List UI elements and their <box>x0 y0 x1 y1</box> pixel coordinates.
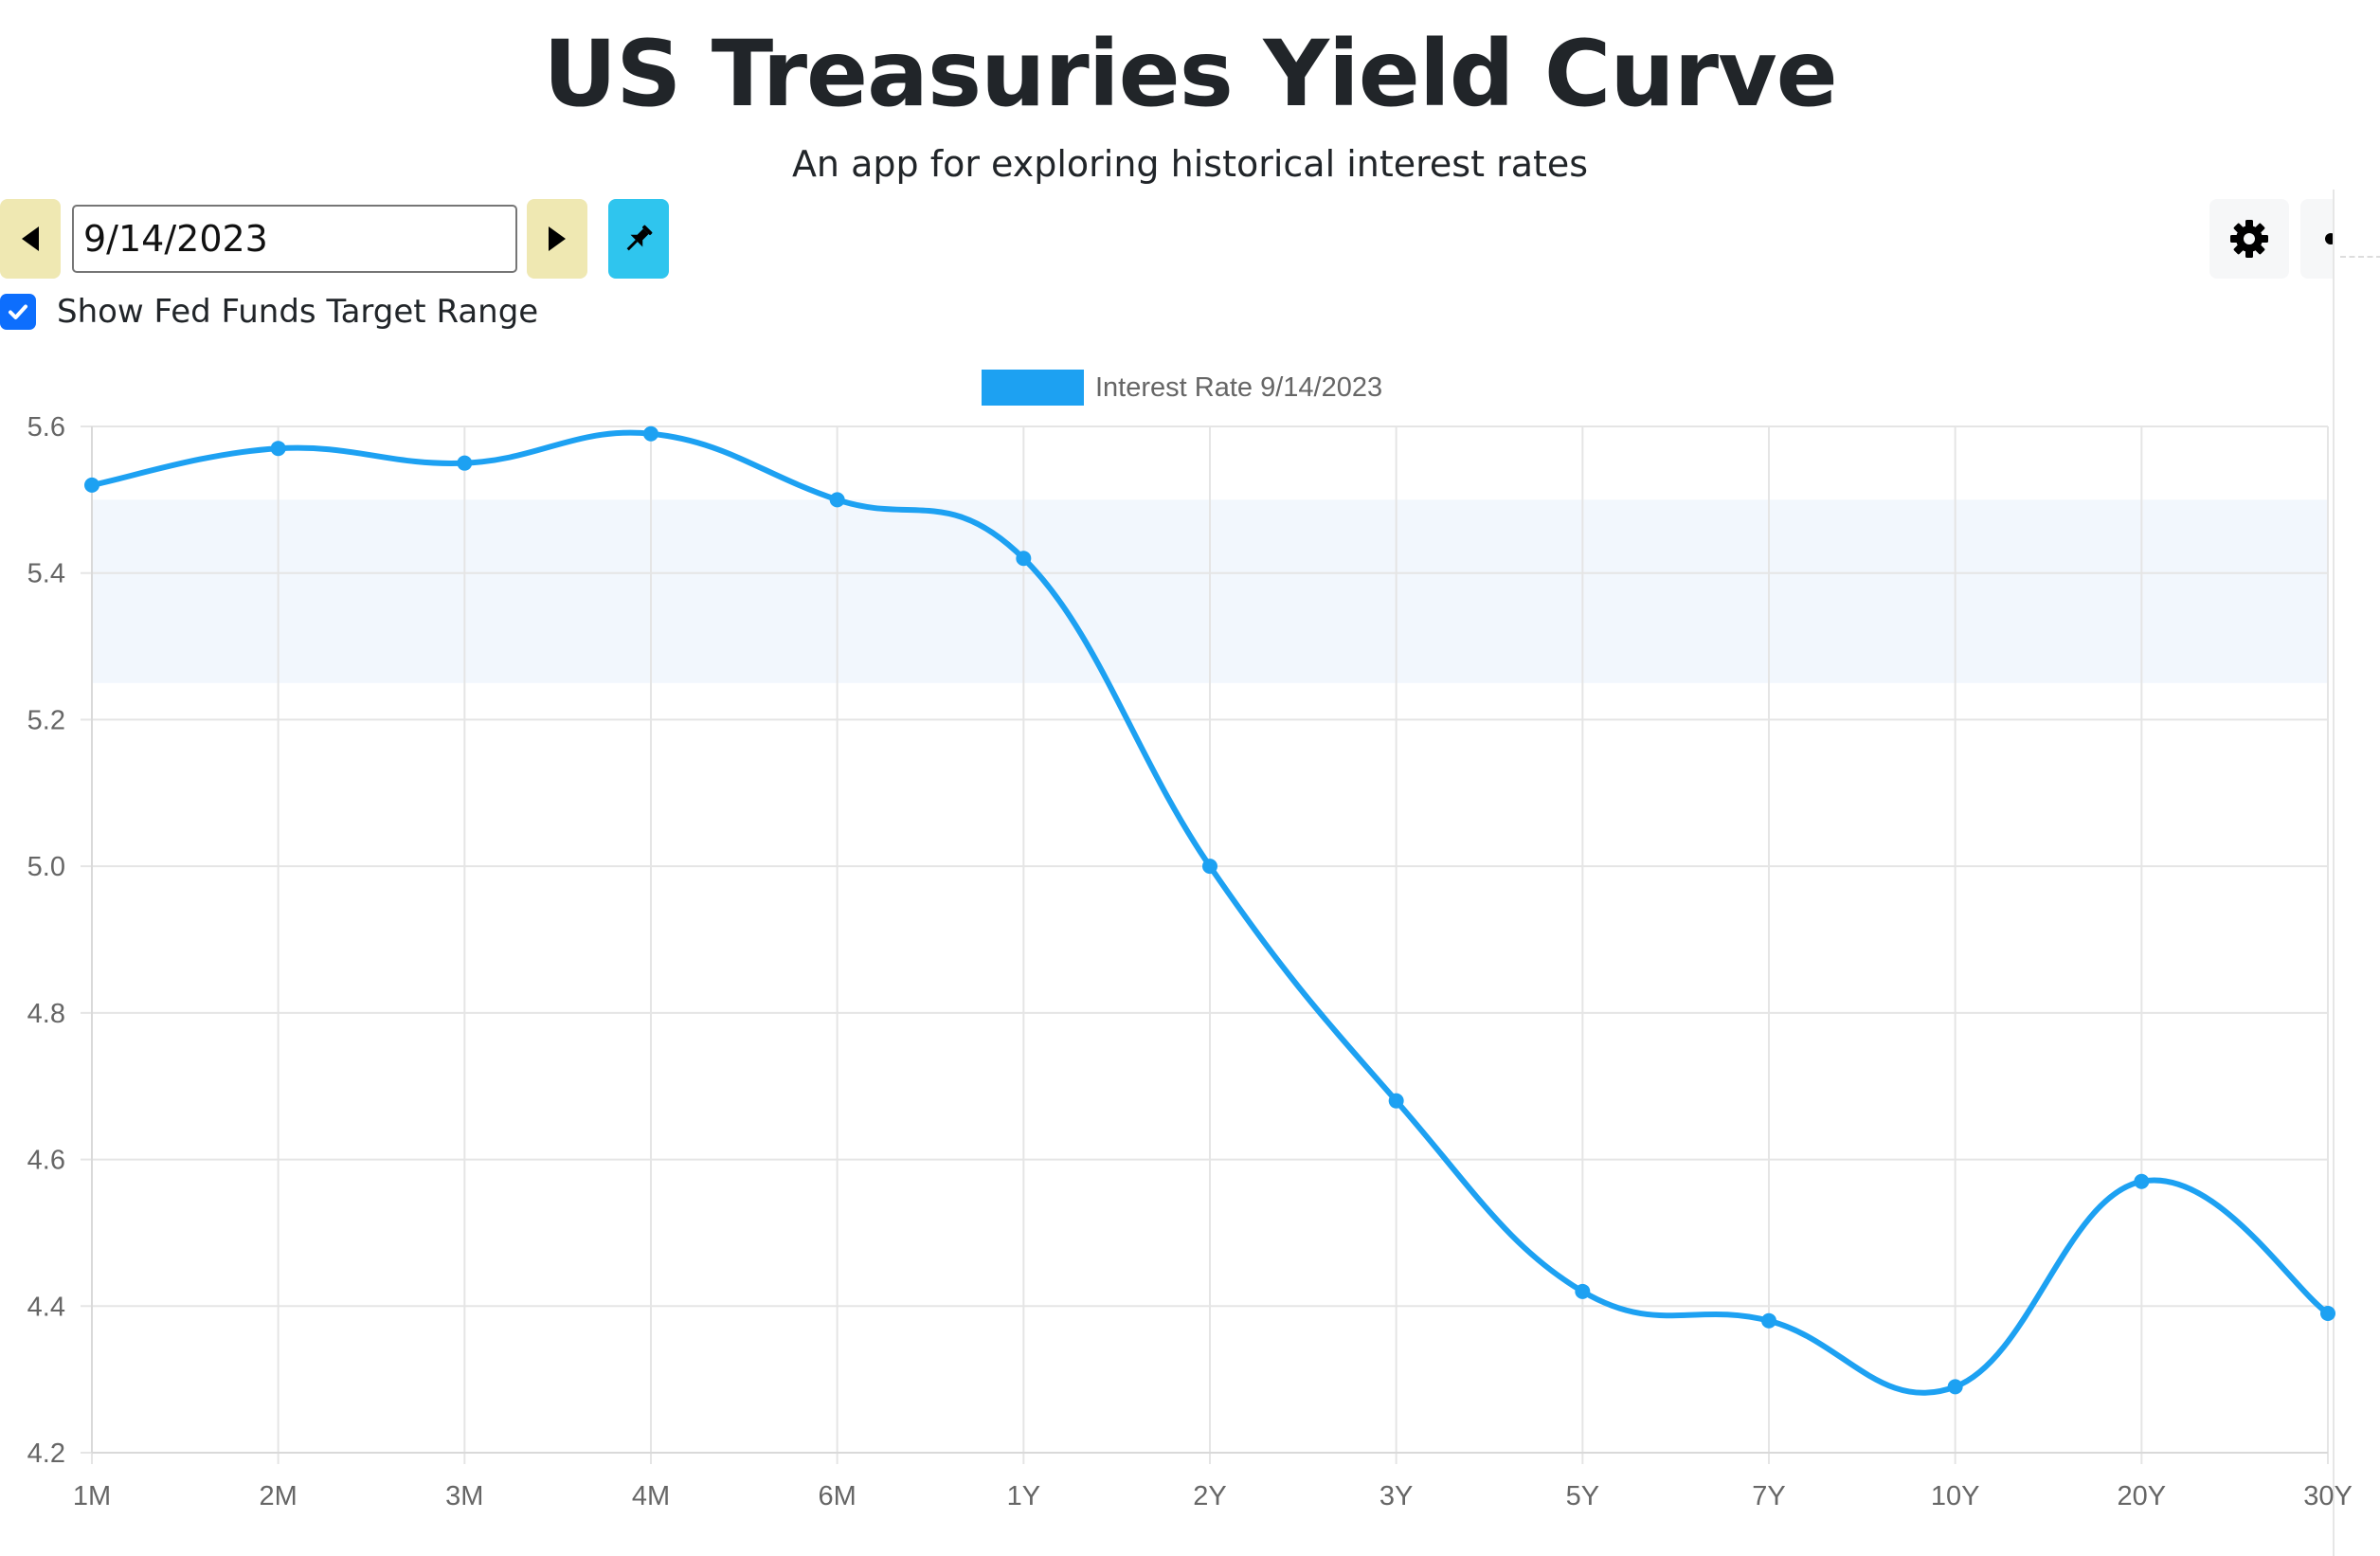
y-tick-label: 5.0 <box>27 852 65 882</box>
y-tick-label: 5.4 <box>27 559 65 589</box>
page-subtitle: An app for exploring historical interest… <box>791 143 1589 185</box>
series-line <box>89 429 2331 1396</box>
data-point <box>1388 1093 1404 1109</box>
next-date-button[interactable] <box>527 199 587 279</box>
pushpin-icon <box>626 225 653 251</box>
x-tick-label: 1M <box>73 1481 111 1511</box>
x-tick-label: 20Y <box>2118 1481 2167 1511</box>
legend-label: Interest Rate 9/14/2023 <box>1095 371 1383 403</box>
settings-button[interactable] <box>2209 199 2289 279</box>
data-point <box>829 492 845 508</box>
fed-funds-checkbox[interactable] <box>0 294 36 330</box>
data-point <box>1016 551 1032 567</box>
x-tick-label: 4M <box>632 1481 670 1511</box>
y-tick-label: 5.6 <box>27 412 65 443</box>
fed-funds-label: Show Fed Funds Target Range <box>57 293 539 331</box>
x-tick-label: 3M <box>445 1481 483 1511</box>
x-tick-label: 3Y <box>1379 1481 1413 1511</box>
x-tick-label: 7Y <box>1752 1481 1785 1511</box>
x-tick-label: 10Y <box>1931 1481 1980 1511</box>
data-point <box>84 477 99 493</box>
date-input[interactable] <box>72 205 517 273</box>
data-point <box>270 441 286 457</box>
page-title: US Treasuries Yield Curve <box>543 21 1838 127</box>
caret-right-icon <box>549 226 566 251</box>
data-point <box>1575 1283 1591 1299</box>
x-tick-label: 6M <box>819 1481 856 1511</box>
side-panel-edge <box>2333 190 2380 1556</box>
divider <box>2340 256 2380 258</box>
gear-icon <box>2230 220 2268 258</box>
data-point <box>643 425 658 442</box>
x-tick-label: 2M <box>260 1481 298 1511</box>
x-tick-label: 1Y <box>1007 1481 1040 1511</box>
fed-funds-toggle[interactable]: Show Fed Funds Target Range <box>0 288 538 335</box>
y-tick-label: 4.4 <box>27 1292 65 1322</box>
pin-button[interactable] <box>608 199 669 279</box>
data-point <box>2134 1173 2150 1189</box>
x-tick-label: 5Y <box>1566 1481 1599 1511</box>
data-point <box>1202 859 1217 875</box>
data-point <box>1947 1379 1963 1395</box>
x-tick-label: 2Y <box>1193 1481 1226 1511</box>
data-point <box>457 455 473 471</box>
y-tick-label: 5.2 <box>27 705 65 735</box>
legend-swatch <box>982 370 1084 406</box>
y-tick-label: 4.6 <box>27 1146 65 1176</box>
data-point <box>1761 1312 1776 1329</box>
y-tick-label: 4.2 <box>27 1438 65 1469</box>
y-tick-label: 4.8 <box>27 999 65 1029</box>
caret-left-icon <box>22 226 39 251</box>
data-point <box>2320 1306 2335 1322</box>
x-tick-label: 30Y <box>2303 1481 2353 1511</box>
checkmark-icon <box>9 304 27 319</box>
previous-date-button[interactable] <box>0 199 61 279</box>
yield-curve-chart: 4.2 4.4 4.6 4.8 5.0 5.2 5.4 5.6 1M 2M 3M 4M 6M 1Y 2Y 3Y… <box>27 412 2353 1511</box>
chart-legend[interactable]: Interest Rate 9/14/2023 <box>982 366 1382 409</box>
